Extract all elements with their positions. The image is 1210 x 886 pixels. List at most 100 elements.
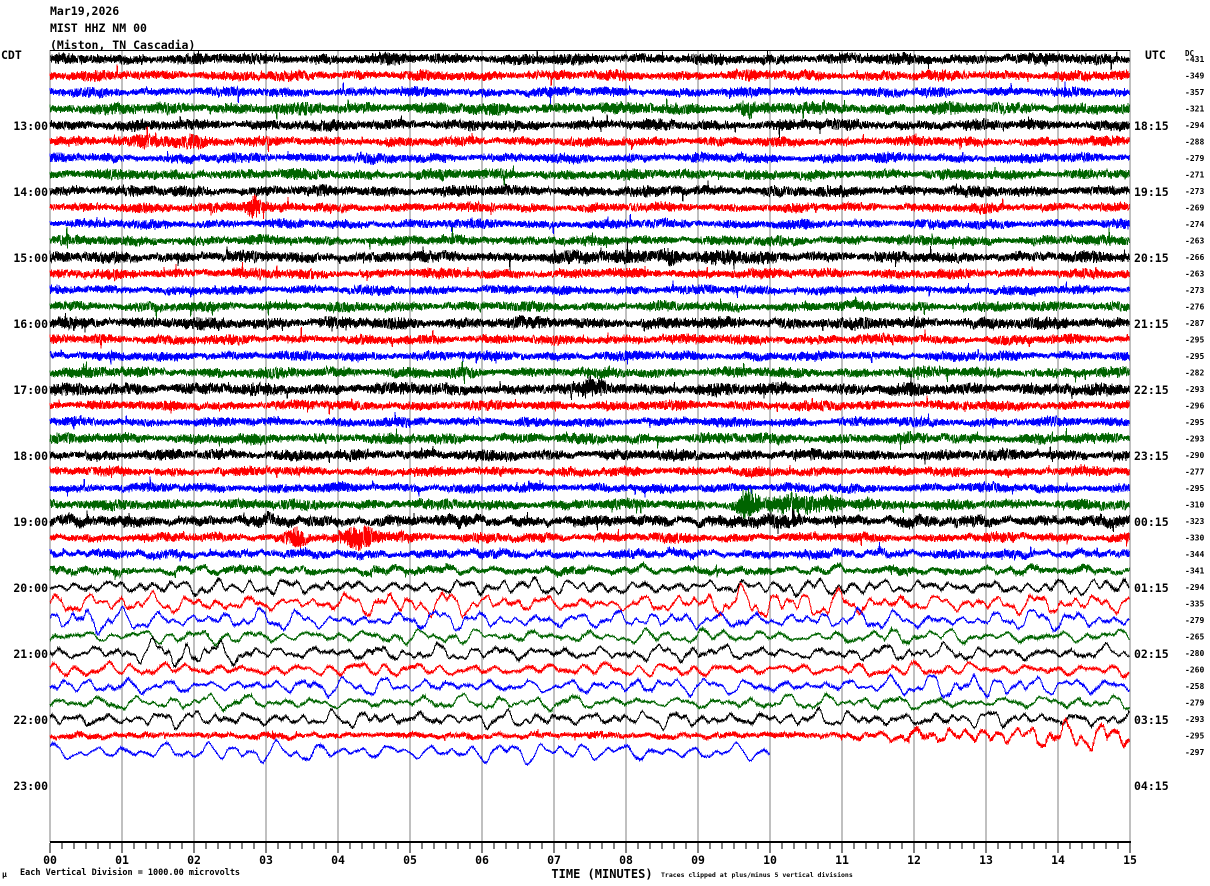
utc-hour-label: 02:15 — [1134, 647, 1169, 661]
seismogram-trace-row — [49, 373, 1130, 400]
plot-title: Mar19,2026 MIST HHZ NM 00 (Miston, TN Ca… — [50, 4, 195, 52]
cdt-hour-label: 20:00 — [13, 581, 48, 595]
cdt-hour-label: 19:00 — [13, 515, 48, 529]
dc-offset-value: -277 — [1185, 468, 1204, 477]
cdt-hour-label: 22:00 — [13, 713, 48, 727]
seismogram-trace-row — [49, 581, 1130, 620]
minute-label: 09 — [691, 853, 705, 867]
time-axis-ticks — [49, 843, 1131, 853]
footnote-left: Each Vertical Division = 1000.00 microvo… — [20, 867, 240, 878]
seismogram-trace-row — [49, 561, 1130, 581]
dc-offset-value: -323 — [1185, 517, 1204, 526]
dc-offset-value: -293 — [1185, 435, 1204, 444]
utc-hour-label: 04:15 — [1134, 779, 1169, 793]
dc-offset-value: -293 — [1185, 715, 1204, 724]
cdt-hour-label: 21:00 — [13, 647, 48, 661]
utc-hour-label: 23:15 — [1134, 449, 1169, 463]
cdt-hour-label: 13:00 — [13, 119, 48, 133]
dc-offset-value: -273 — [1185, 286, 1204, 295]
seismogram-trace-row — [49, 194, 1130, 220]
utc-hour-label: 19:15 — [1134, 185, 1169, 199]
cdt-hour-label: 23:00 — [13, 779, 48, 793]
plot-frame — [50, 50, 1131, 843]
seismogram-trace-row — [49, 508, 1130, 535]
minute-label: 02 — [187, 853, 201, 867]
dc-offset-value: -341 — [1185, 567, 1204, 576]
dc-offset-value: -280 — [1185, 649, 1204, 658]
cdt-hour-label: 18:00 — [13, 449, 48, 463]
minute-label: 10 — [763, 853, 777, 867]
utc-hour-label: 22:15 — [1134, 383, 1169, 397]
dc-offset-value: -344 — [1185, 550, 1204, 559]
time-axis-line — [50, 841, 1131, 843]
seismogram-trace-row — [49, 575, 1130, 599]
minute-gridlines — [49, 50, 1131, 842]
dc-offset-value: -282 — [1185, 369, 1204, 378]
minute-label: 04 — [331, 853, 345, 867]
dc-offset-value: -290 — [1185, 451, 1204, 460]
footnote-right: Traces clipped at plus/minus 5 vertical … — [661, 871, 853, 879]
dc-offset-value: -330 — [1185, 534, 1204, 543]
seismogram-trace-row — [49, 126, 1130, 152]
cdt-hour-label: 16:00 — [13, 317, 48, 331]
cdt-hour-label: 14:00 — [13, 185, 48, 199]
dc-offset-value: -258 — [1185, 682, 1204, 691]
dc-column-header: DC — [1185, 49, 1194, 58]
minute-label: 13 — [979, 853, 993, 867]
seismogram-trace-row — [49, 312, 1130, 333]
dc-offset-value: -260 — [1185, 666, 1204, 675]
minute-label: 12 — [907, 853, 921, 867]
dc-offset-value: -269 — [1185, 204, 1204, 213]
seismogram-trace-row — [49, 327, 1130, 349]
dc-offset-value: -279 — [1185, 154, 1204, 163]
dc-offset-value: -357 — [1185, 88, 1204, 97]
seismogram-trace-row — [49, 114, 1130, 138]
dc-offset-value: -321 — [1185, 105, 1204, 114]
utc-hour-label: 21:15 — [1134, 317, 1169, 331]
seismogram-trace-row — [49, 296, 1130, 320]
seismogram-trace-row — [49, 672, 1130, 701]
footer: μ Each Vertical Division = 1000.00 micro… — [2, 867, 853, 881]
seismogram-trace-row — [49, 691, 1130, 714]
seismogram-trace-row — [49, 280, 1130, 299]
minute-label: 15 — [1123, 853, 1137, 867]
seismogram-trace-row — [49, 180, 1130, 202]
seismogram-trace-row — [49, 428, 1130, 450]
cdt-hour-label: 17:00 — [13, 383, 48, 397]
seismogram-trace-row — [49, 445, 1130, 465]
seismogram-trace-row — [49, 150, 1130, 165]
seismogram-trace-row — [49, 241, 1130, 271]
axis-labels: 13:00 14:00 15:00 16:00 17:00 18:00 19:00 20:00… — [13, 55, 1204, 867]
seismogram-trace-row — [49, 64, 1130, 86]
seismogram-trace-row — [49, 81, 1130, 105]
seismogram-trace-row — [49, 412, 1130, 430]
seismogram-trace-row — [49, 541, 1130, 562]
title-location: (Miston, TN Cascadia) — [50, 38, 195, 52]
dc-offset-value: -296 — [1185, 402, 1204, 411]
dc-offset-value: -295 — [1185, 484, 1204, 493]
dc-offset-value: -273 — [1185, 187, 1204, 196]
dc-offset-value: -295 — [1185, 352, 1204, 361]
dc-offset-value: -335 — [1185, 600, 1204, 609]
dc-offset-value: -431 — [1185, 55, 1204, 64]
seismogram-trace-row — [49, 717, 1130, 752]
seismogram-trace-row — [49, 261, 1130, 282]
dc-offset-value: -279 — [1185, 616, 1204, 625]
seismogram-trace-row — [49, 605, 1130, 637]
plot-top-border — [50, 50, 1130, 51]
seismogram-trace-row — [49, 525, 1130, 552]
seismogram-trace-row — [49, 463, 1130, 479]
dc-offset-value: -274 — [1185, 220, 1204, 229]
dc-offset-value: -287 — [1185, 319, 1204, 328]
dc-offset-value: -288 — [1185, 138, 1204, 147]
seismogram-trace-row — [49, 165, 1130, 186]
dc-offset-value: -263 — [1185, 237, 1204, 246]
seismogram-trace-row — [49, 226, 1130, 250]
dc-offset-value: -294 — [1185, 121, 1204, 130]
dc-offset-value: -265 — [1185, 633, 1204, 642]
utc-hour-label: 03:15 — [1134, 713, 1169, 727]
dc-offset-value: -279 — [1185, 699, 1204, 708]
title-date: Mar19,2026 — [50, 4, 119, 18]
dc-offset-value: -295 — [1185, 336, 1204, 345]
